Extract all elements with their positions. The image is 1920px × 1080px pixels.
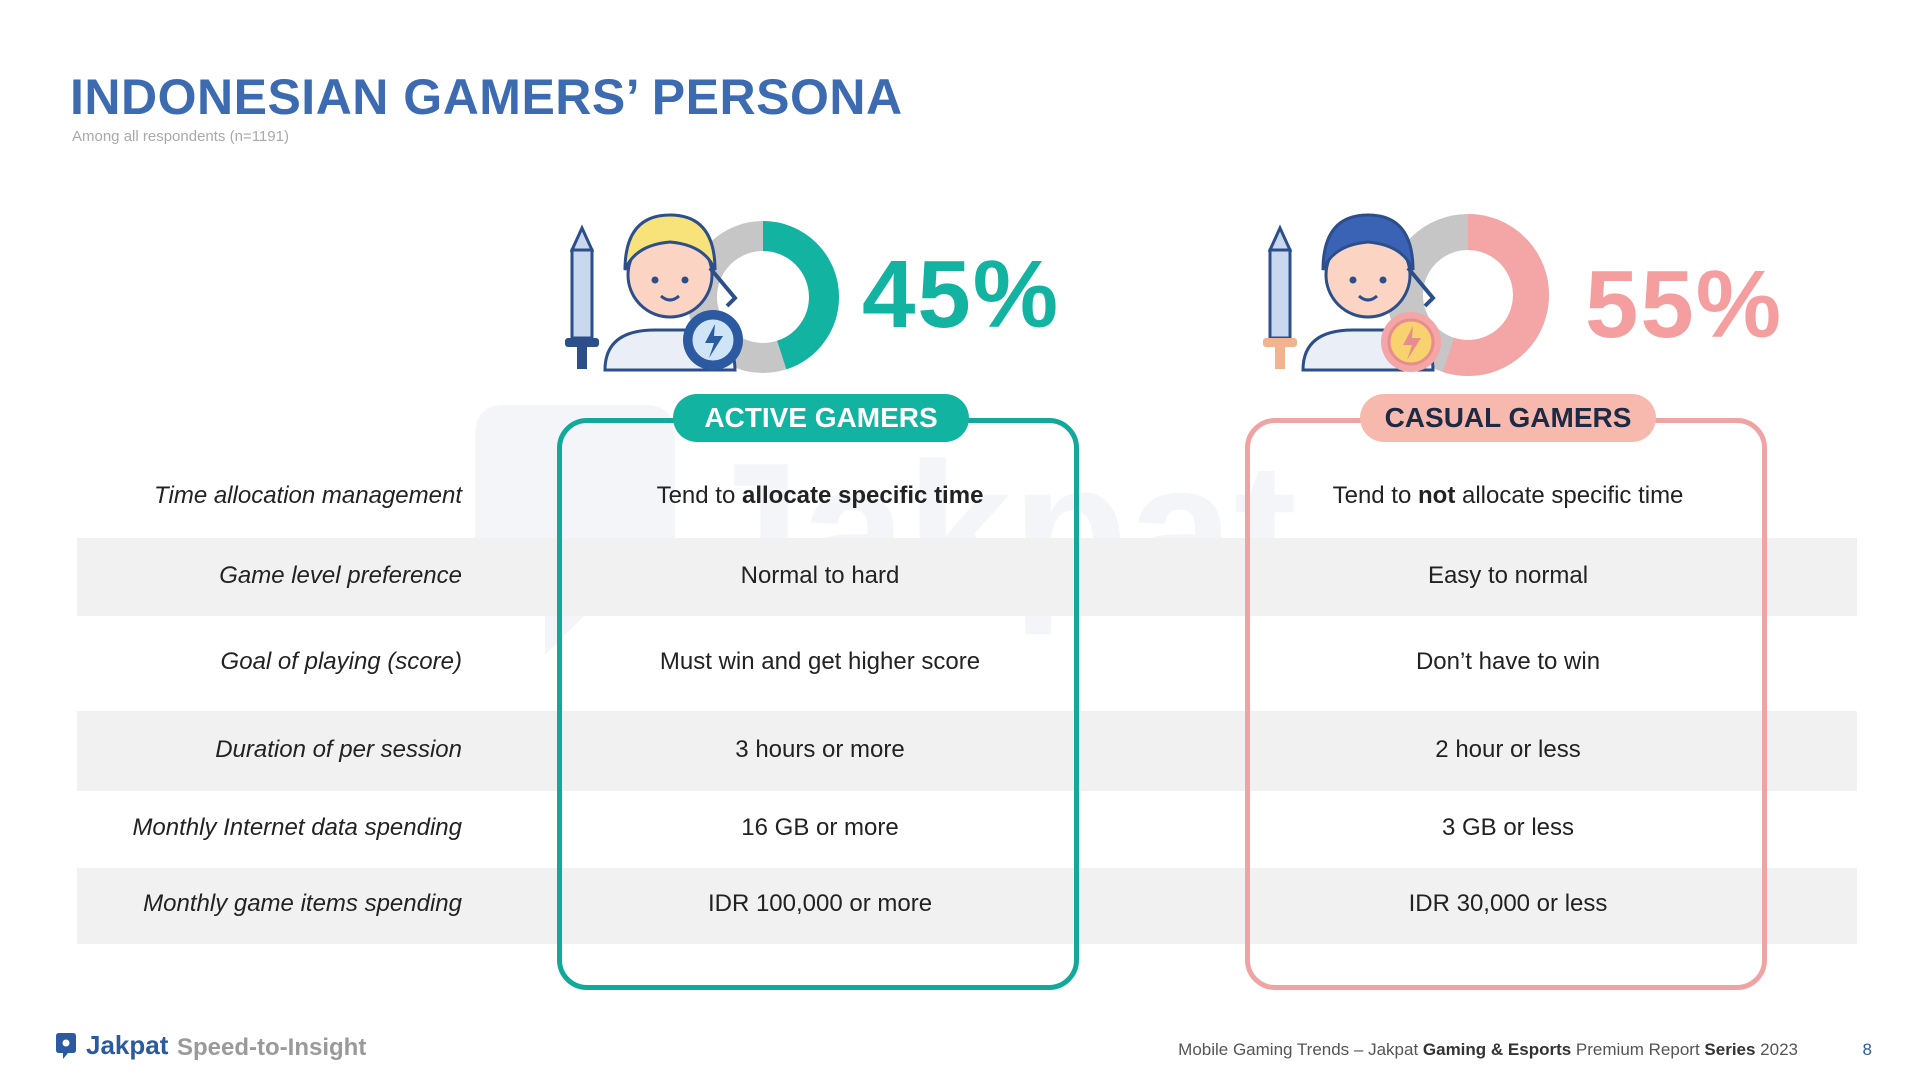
- row-stripe: [77, 538, 1857, 616]
- row-label: Goal of playing (score): [220, 648, 462, 675]
- active-cell: Normal to hard: [740, 562, 900, 589]
- active-gamers-label: ACTIVE GAMERS: [673, 394, 969, 442]
- active-cell: IDR 100,000 or more: [707, 890, 933, 917]
- casual-share-arc: [1387, 214, 1549, 376]
- row-label: Monthly Internet data spending: [132, 814, 462, 841]
- sword-icon: [565, 224, 599, 369]
- jakpat-logo-icon: [56, 1032, 76, 1059]
- lightning-badge-icon: [1381, 312, 1441, 372]
- page-number: 8: [1862, 1040, 1872, 1059]
- lightning-badge-icon: [683, 310, 743, 370]
- active-cell: 3 hours or more: [735, 736, 905, 763]
- page-subtitle: Among all respondents (n=1191): [72, 128, 289, 145]
- sword-icon: [1263, 224, 1297, 369]
- row-label: Monthly game items spending: [143, 890, 462, 917]
- casual-share-donut: [1263, 213, 1549, 376]
- casual-cell: 3 GB or less: [1441, 814, 1575, 841]
- casual-cell: Don’t have to win: [1415, 648, 1601, 675]
- casual-cell: IDR 30,000 or less: [1408, 890, 1608, 917]
- casual-share-percent: 55%: [1585, 251, 1784, 358]
- page-title: INDONESIAN GAMERS’ PERSONA: [70, 69, 903, 125]
- active-share-donut: [565, 213, 839, 373]
- row-label: Time allocation management: [154, 482, 462, 509]
- casual-cell: 2 hour or less: [1435, 736, 1581, 763]
- casual-gamers-label: CASUAL GAMERS: [1360, 394, 1656, 442]
- row-stripe: [77, 868, 1857, 944]
- logo-text: Jakpat: [86, 1030, 169, 1060]
- row-label: Duration of per session: [215, 736, 462, 763]
- casual-cell: Easy to normal: [1427, 562, 1589, 589]
- row-label: Game level preference: [219, 562, 462, 589]
- active-cell: Must win and get higher score: [659, 648, 981, 675]
- report-footnote: Mobile Gaming Trends – Jakpat Gaming & E…: [1178, 1040, 1798, 1059]
- row-stripe: [77, 711, 1857, 791]
- active-gamer-illustration: [565, 200, 865, 390]
- jakpat-logo: Jakpat: [54, 1030, 168, 1061]
- casual-gamer-illustration: [1263, 200, 1573, 390]
- active-cell: Tend to allocate specific time: [656, 482, 984, 509]
- casual-cell: Tend to not allocate specific time: [1332, 482, 1684, 509]
- tagline: Speed-to-Insight: [177, 1034, 367, 1061]
- active-share-arc: [687, 221, 839, 373]
- active-cell: 16 GB or more: [741, 814, 899, 841]
- active-share-percent: 45%: [862, 241, 1061, 348]
